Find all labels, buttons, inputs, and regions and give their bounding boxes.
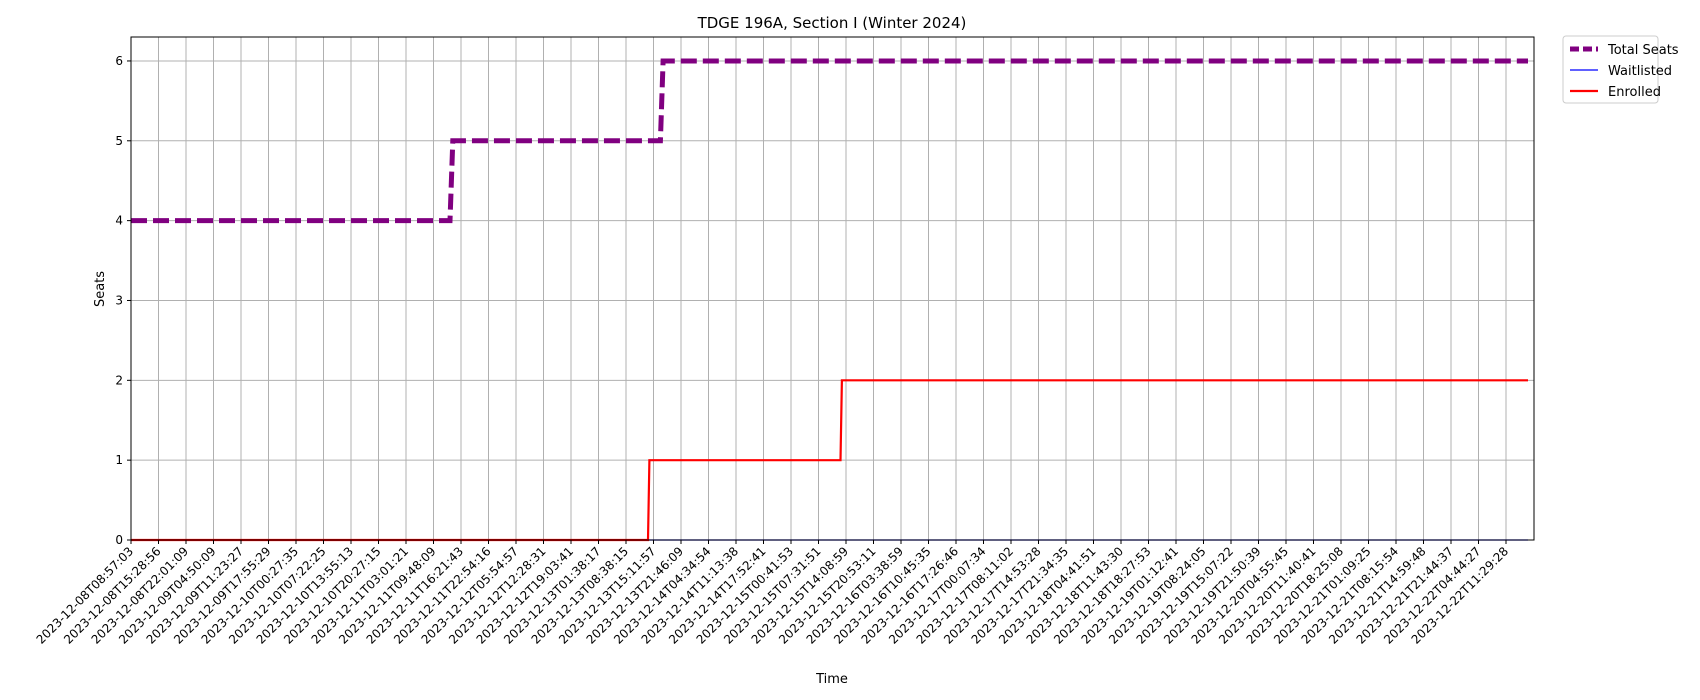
legend: Total Seats Waitlisted Enrolled — [1562, 35, 1679, 104]
y-tick-label: 0 — [115, 533, 123, 547]
legend-label: Enrolled — [1608, 85, 1661, 100]
legend-frame — [1562, 35, 1659, 104]
y-axis-title: Seats — [93, 271, 108, 307]
legend-label: Total Seats — [1607, 43, 1679, 58]
y-tick-label: 3 — [115, 293, 123, 307]
x-axis-title: Time — [815, 672, 848, 687]
y-tick-label: 2 — [115, 373, 123, 387]
grid — [130, 37, 1534, 541]
plot-frame — [130, 36, 1535, 541]
y-tick-label: 4 — [115, 214, 123, 228]
y-tick-label: 1 — [115, 453, 123, 467]
y-tick-label: 5 — [115, 134, 123, 148]
chart-title: TDGE 196A, Section I (Winter 2024) — [697, 14, 967, 32]
y-axis: 0 1 2 3 4 5 6 — [115, 54, 131, 547]
y-tick-label: 6 — [115, 54, 123, 68]
series-line-total-seats — [131, 58, 1528, 224]
legend-label: Waitlisted — [1608, 64, 1672, 79]
